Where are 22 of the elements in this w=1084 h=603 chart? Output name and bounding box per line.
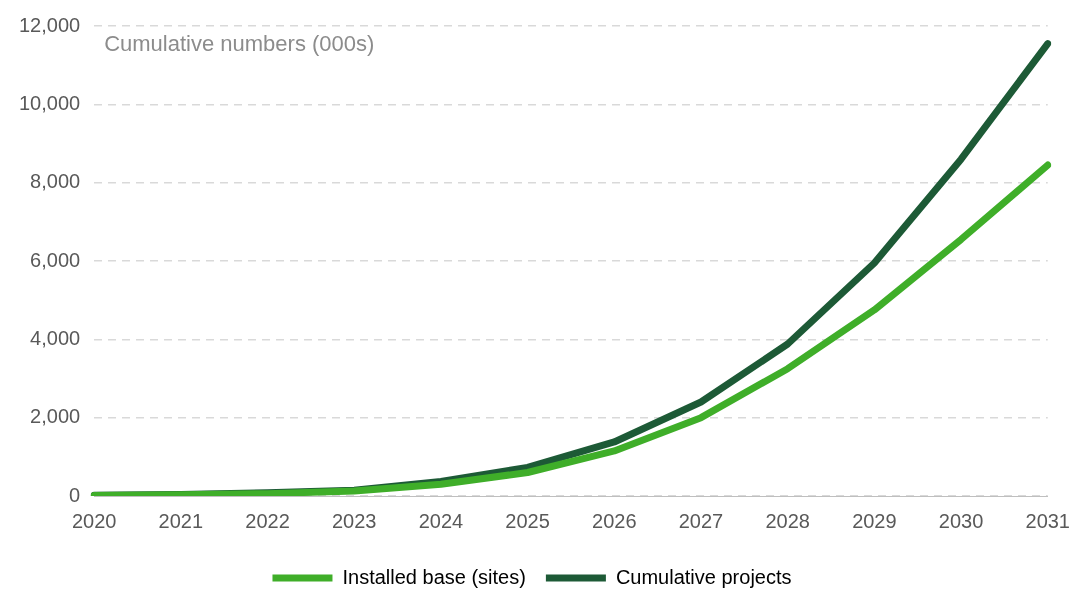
x-tick-label: 2022 xyxy=(245,509,290,532)
y-tick-label: 6,000 xyxy=(30,248,81,271)
x-tick-label: 2031 xyxy=(1025,509,1070,532)
y-tick-label: 2,000 xyxy=(30,405,81,428)
x-tick-label: 2026 xyxy=(592,509,637,532)
chart-title: Cumulative numbers (000s) xyxy=(104,31,375,57)
x-tick-label: 2029 xyxy=(852,509,897,532)
y-tick-label: 4,000 xyxy=(30,326,81,349)
y-tick-label: 12,000 xyxy=(19,13,81,36)
y-tick-label: 8,000 xyxy=(30,170,81,193)
y-tick-label: 10,000 xyxy=(19,91,81,114)
x-tick-label: 2020 xyxy=(71,509,117,532)
x-tick-label: 2028 xyxy=(765,509,810,532)
x-tick-label: 2024 xyxy=(418,509,464,532)
x-tick-label: 2023 xyxy=(331,509,377,532)
y-tick-label: 0 xyxy=(69,483,81,506)
x-tick-label: 2021 xyxy=(158,509,204,532)
legend-label: Installed base (sites) xyxy=(342,565,526,588)
x-tick-label: 2025 xyxy=(505,509,550,532)
x-tick-label: 2027 xyxy=(678,509,724,532)
legend-label: Cumulative projects xyxy=(615,565,792,588)
x-tick-label: 2030 xyxy=(938,509,984,532)
